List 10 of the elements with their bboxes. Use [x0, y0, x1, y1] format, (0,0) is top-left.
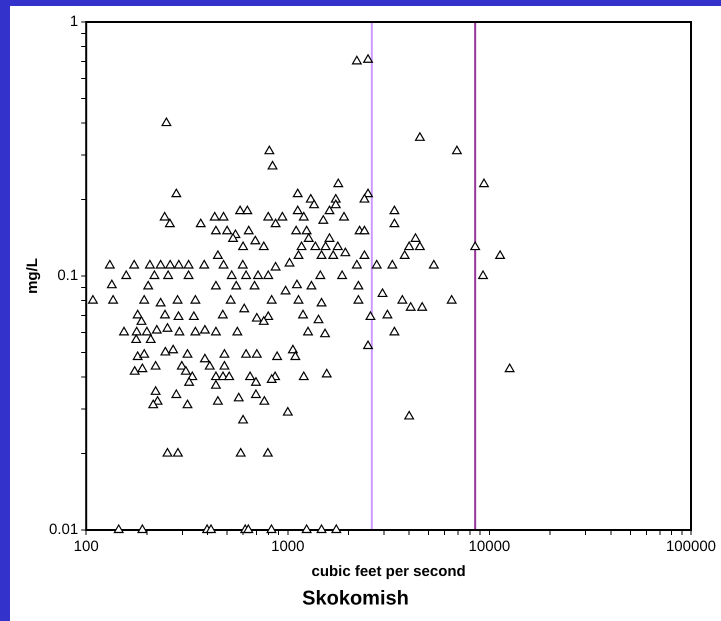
x-tick-label: 100000 [666, 538, 716, 556]
y-axis-title: mg/L [24, 258, 42, 294]
x-tick-label: 1000 [271, 538, 304, 556]
y-tick-label: 0.1 [57, 267, 78, 284]
x-tick-label: 100 [74, 538, 99, 556]
y-tick-label: 0.01 [48, 521, 78, 538]
text: Skokomish [302, 588, 409, 610]
x-tick-label: 10000 [468, 538, 510, 556]
y-tick-label: 1 [70, 13, 78, 30]
x-axis-title: cubic feet per second [311, 563, 466, 580]
